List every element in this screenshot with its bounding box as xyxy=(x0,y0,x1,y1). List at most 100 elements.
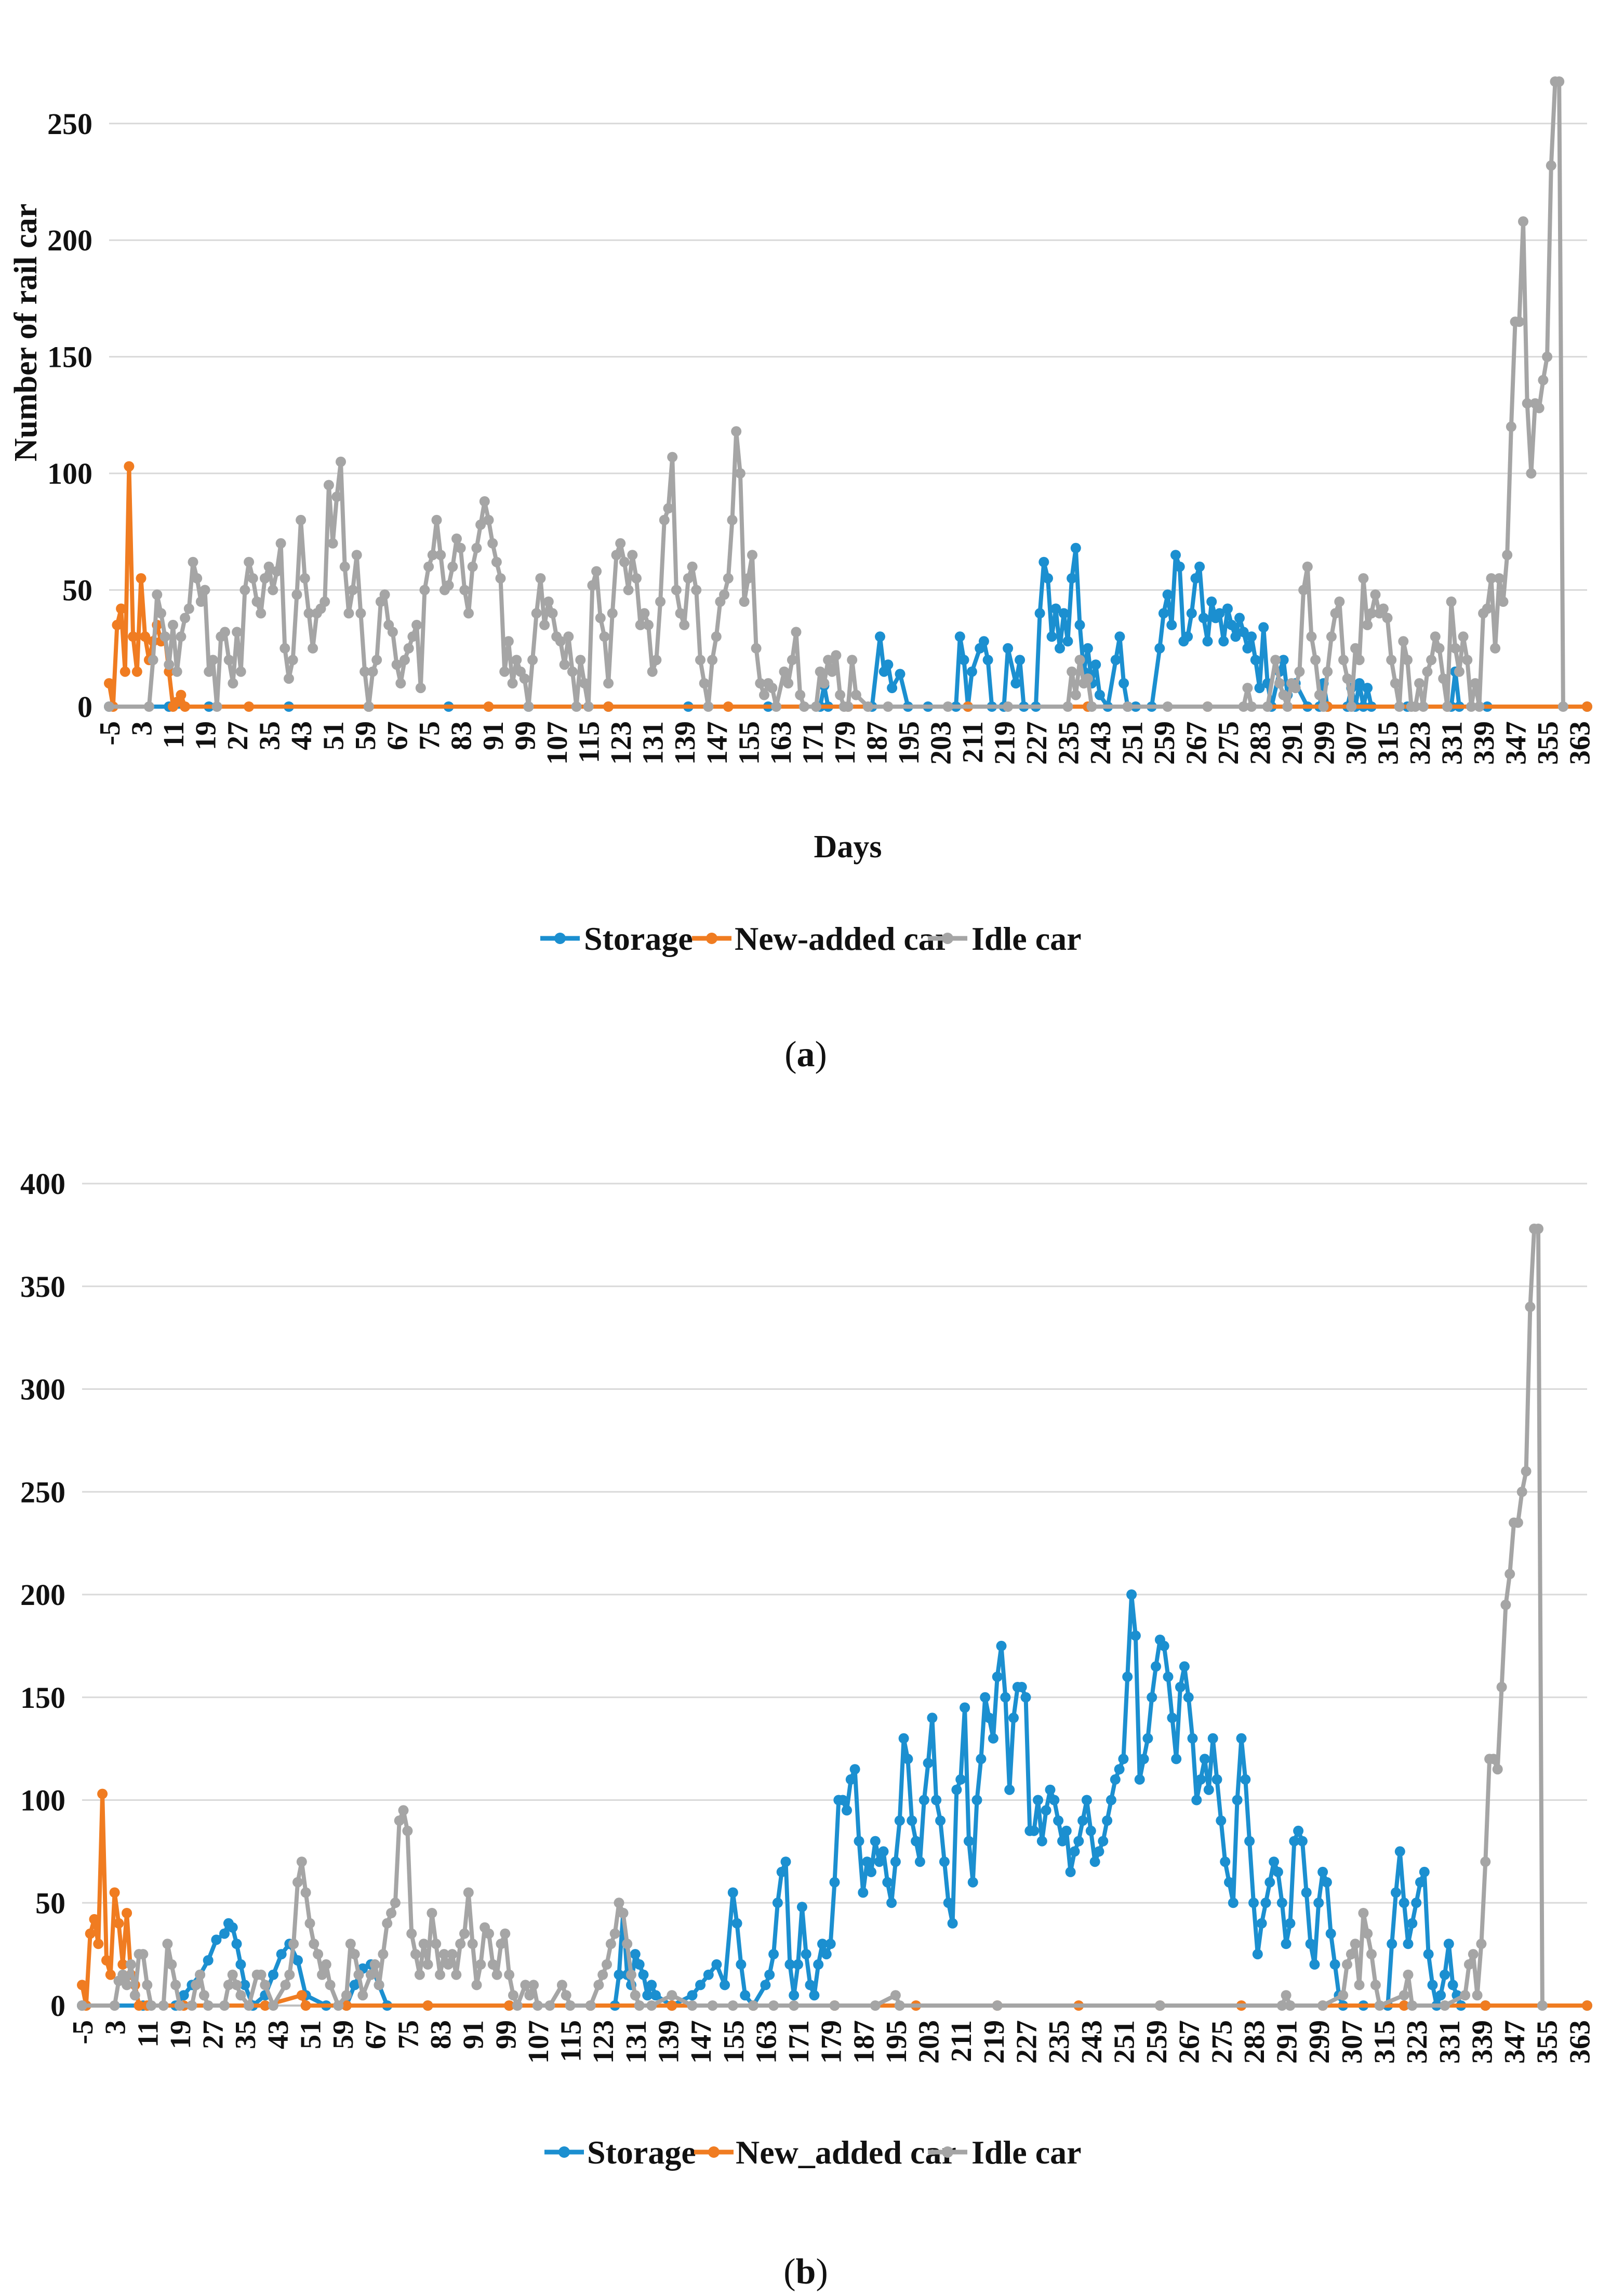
chart-b-legend-idle[interactable]: Idle car xyxy=(928,2134,1082,2171)
chart-a-idle-point-218 xyxy=(1366,608,1377,619)
chart-b-legend-new-added[interactable]: New_added car xyxy=(694,2134,956,2171)
chart-b-idle-point-66 xyxy=(435,1969,445,1980)
chart-a-idle-point-134 xyxy=(675,608,686,619)
chart-b-storage-point-126 xyxy=(1057,1836,1068,1847)
chart-a-idle-point-84 xyxy=(475,519,486,530)
chart-b-storage-point-77 xyxy=(858,1887,869,1898)
chart-b-new-added-point-11 xyxy=(122,1908,132,1918)
chart-b-idle-point-42 xyxy=(325,1980,336,1990)
chart-a-idle-point-256 xyxy=(1518,216,1528,227)
chart-a-new-added-point-19 xyxy=(180,701,191,712)
chart-a-idle-point-211 xyxy=(1338,655,1349,666)
chart-b-storage-point-57 xyxy=(776,1866,787,1877)
chart-b-storage-point-56 xyxy=(772,1897,783,1908)
chart-a-idle-point-41 xyxy=(303,608,314,619)
chart-a-storage-point-42 xyxy=(1058,608,1069,619)
chart-b-idle-point-133 xyxy=(1374,2000,1385,2011)
chart-b-idle-point-128 xyxy=(1354,1980,1365,1990)
chart-b-idle-point-100 xyxy=(614,1897,624,1908)
chart-a-storage-point-82 xyxy=(1246,631,1257,642)
chart-a-storage-point-23 xyxy=(958,655,969,666)
chart-b-storage-point-67 xyxy=(817,1939,828,1949)
chart-a-storage-point-36 xyxy=(1034,608,1045,619)
chart-b-storage-point-184 xyxy=(1293,1825,1304,1836)
chart-a-idle-point-21 xyxy=(223,655,234,666)
chart-a-idle-point-128 xyxy=(651,655,662,666)
chart-a-idle-point-147 xyxy=(727,514,738,525)
chart-a-idle-point-130 xyxy=(659,514,670,525)
chart-b-storage-point-152 xyxy=(1163,1671,1174,1682)
chart-b-x-tick-163: 163 xyxy=(750,2020,782,2064)
chart-a-idle-point-233 xyxy=(1426,655,1437,666)
chart-a-idle-point-227 xyxy=(1402,655,1413,666)
chart-a-legend-new-added[interactable]: New-added car xyxy=(692,920,950,957)
chart-b-storage-point-62 xyxy=(796,1902,807,1913)
chart-a-new-added-point-22 xyxy=(483,701,494,712)
chart-b-storage-point-69 xyxy=(825,1939,836,1949)
chart-b-storage-point-101 xyxy=(955,1774,966,1785)
chart-b-idle-point-15 xyxy=(174,2000,185,2011)
chart-a-idle-point-146 xyxy=(723,573,734,584)
chart-a-idle-point-263 xyxy=(1546,160,1556,171)
chart-b-idle-point-33 xyxy=(288,1939,299,1949)
chart-a-idle-point-135 xyxy=(679,619,690,630)
chart-a-idle-point-179 xyxy=(1003,701,1014,712)
chart-a-storage-point-32 xyxy=(1010,678,1021,689)
chart-b-x-tick-291: 291 xyxy=(1271,2020,1303,2064)
chart-b-x-tick-339: 339 xyxy=(1466,2020,1498,2064)
chart-b-series xyxy=(77,1224,1592,2011)
chart-a-idle-point-82 xyxy=(467,561,478,572)
chart-a-idle-point-212 xyxy=(1342,673,1353,684)
chart-b-idle-point-140 xyxy=(1468,1949,1479,1960)
chart-a-idle-point-152 xyxy=(747,550,757,561)
chart-b-x-tick-27: 27 xyxy=(197,2020,230,2049)
chart-a-legend-storage[interactable]: Storage xyxy=(540,920,693,957)
chart-a-idle-point-20 xyxy=(220,627,230,638)
chart-a-storage-point-43 xyxy=(1062,636,1073,647)
chart-b-storage-point-213 xyxy=(1447,1980,1458,1990)
chart-b-idle-point-46 xyxy=(349,1949,360,1960)
chart-a-storage-point-48 xyxy=(1082,643,1093,654)
chart-b-y-tick-350: 350 xyxy=(20,1270,65,1304)
chart-a-idle-point-217 xyxy=(1362,619,1373,630)
chart-b-storage-point-120 xyxy=(1033,1795,1043,1806)
chart-a-x-axis-title: Days xyxy=(814,829,882,865)
chart-a-idle-point-2 xyxy=(148,655,158,666)
chart-a-legend-idle[interactable]: Idle car xyxy=(928,920,1082,957)
chart-a-x-tick-163: 163 xyxy=(765,721,797,765)
chart-a-idle-point-153 xyxy=(751,643,762,654)
chart-b-idle-point-78 xyxy=(484,1928,494,1939)
chart-a-storage-point-31 xyxy=(1003,643,1014,654)
chart-b-storage-point-153 xyxy=(1167,1713,1178,1723)
chart-b-legend-storage-label: Storage xyxy=(587,2134,696,2171)
chart-b-x-tick-43: 43 xyxy=(262,2020,295,2049)
chart-b-legend-storage[interactable]: Storage xyxy=(544,2134,696,2171)
chart-b-x-tick-243: 243 xyxy=(1076,2020,1108,2064)
chart-a-idle-point-182 xyxy=(1070,689,1081,700)
chart-b-y-tick-150: 150 xyxy=(20,1681,65,1715)
chart-a-idle-point-87 xyxy=(487,538,498,549)
chart-a-idle-point-69 xyxy=(415,683,426,694)
chart-a-storage-point-80 xyxy=(1238,627,1249,638)
chart-a-idle-point-251 xyxy=(1498,596,1509,607)
chart-b-x-tick-155: 155 xyxy=(718,2020,750,2064)
chart-a-idle-point-86 xyxy=(483,514,494,525)
chart-b-x-tick-11: 11 xyxy=(132,2020,164,2048)
chart-a-idle-point-133 xyxy=(671,585,682,595)
chart-a-idle-point-70 xyxy=(419,585,430,595)
chart-b-x-tick-107: 107 xyxy=(523,2020,555,2064)
chart-b-idle-point-54 xyxy=(386,1908,397,1918)
chart-a-idle-point-110 xyxy=(579,678,590,689)
chart-a-idle-point-162 xyxy=(791,627,802,638)
chart-b-idle-point-112 xyxy=(768,2000,779,2011)
chart-b-idle-point-81 xyxy=(496,1939,507,1949)
chart-b-x-tick-67: 67 xyxy=(360,2020,392,2049)
chart-a-idle-point-137 xyxy=(687,561,698,572)
chart-b-idle-point-117 xyxy=(894,2000,905,2011)
chart-a-storage-point-101 xyxy=(1362,683,1373,694)
chart-a-legend-new-added-swatch-dot xyxy=(706,933,717,944)
chart-a-idle-point-158 xyxy=(771,701,782,712)
chart-b-idle-point-31 xyxy=(280,1980,291,1990)
chart-a-idle-point-40 xyxy=(299,573,310,584)
chart-a-idle-point-25 xyxy=(239,585,250,595)
